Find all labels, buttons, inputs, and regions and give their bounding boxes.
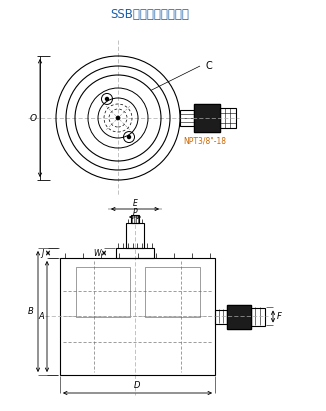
Text: P: P	[133, 208, 137, 217]
Circle shape	[106, 97, 109, 100]
Bar	[60, 258, 215, 375]
Text: J: J	[41, 249, 43, 258]
Text: NPT3/8"-18: NPT3/8"-18	[184, 136, 227, 145]
Bar	[227, 305, 251, 328]
Bar	[227, 305, 251, 328]
Text: D: D	[134, 381, 141, 390]
Text: A: A	[38, 312, 44, 321]
Text: O: O	[29, 113, 37, 122]
Text: W: W	[93, 249, 101, 258]
Bar	[131, 215, 139, 223]
Bar	[116, 248, 154, 258]
Circle shape	[127, 136, 130, 139]
Bar	[194, 104, 220, 132]
Text: F: F	[276, 312, 281, 321]
Circle shape	[116, 116, 120, 120]
Bar	[145, 268, 200, 316]
Bar	[215, 309, 227, 323]
Text: C: C	[205, 61, 212, 71]
Bar	[220, 108, 236, 128]
Bar	[126, 223, 144, 248]
Bar	[76, 268, 130, 316]
Bar	[251, 307, 265, 326]
Text: B: B	[28, 307, 34, 316]
Text: SSB单作用薄型千斤顶: SSB单作用薄型千斤顶	[111, 7, 189, 21]
Text: E: E	[133, 199, 138, 208]
Bar	[194, 104, 220, 132]
Bar	[180, 110, 194, 126]
